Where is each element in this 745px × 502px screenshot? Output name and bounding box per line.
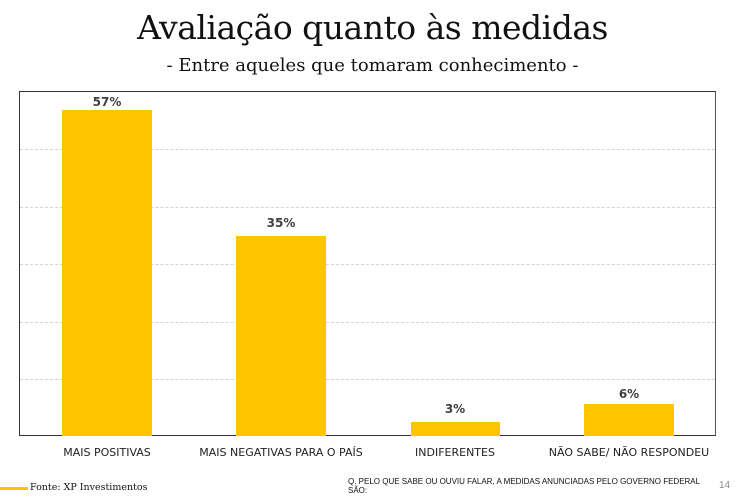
bar-value-label: 6%: [618, 387, 640, 401]
category-label: INDIFERENTES: [415, 446, 495, 459]
page-title: Avaliação quanto às medidas: [137, 8, 608, 47]
category-label: NÃO SABE/ NÃO RESPONDEU: [548, 446, 710, 459]
bar-mais-negativas: [236, 236, 326, 436]
bar-indiferentes: [411, 422, 500, 436]
source-accent-line: [0, 487, 28, 490]
gridline: [20, 322, 715, 323]
category-label: MAIS POSITIVAS: [63, 446, 151, 459]
bar-value-label: 35%: [266, 216, 296, 230]
gridline: [20, 264, 715, 265]
category-label: MAIS NEGATIVAS PARA O PAÍS: [199, 446, 363, 459]
bar-value-label: 57%: [92, 95, 122, 109]
chart-plot-area: [19, 91, 716, 436]
question-text: Q. PELO QUE SABE OU OUVIU FALAR, A MEDID…: [348, 477, 700, 495]
gridline: [20, 149, 715, 150]
gridline: [20, 207, 715, 208]
source-text: Fonte: XP Investimentos: [30, 482, 148, 493]
bar-nao-sabe: [584, 404, 674, 436]
bar-value-label: 3%: [444, 402, 466, 416]
gridline: [20, 379, 715, 380]
page-number: 14: [719, 480, 731, 491]
bar-mais-positivas: [62, 110, 152, 436]
page-subtitle: - Entre aqueles que tomaram conhecimento…: [166, 55, 579, 76]
